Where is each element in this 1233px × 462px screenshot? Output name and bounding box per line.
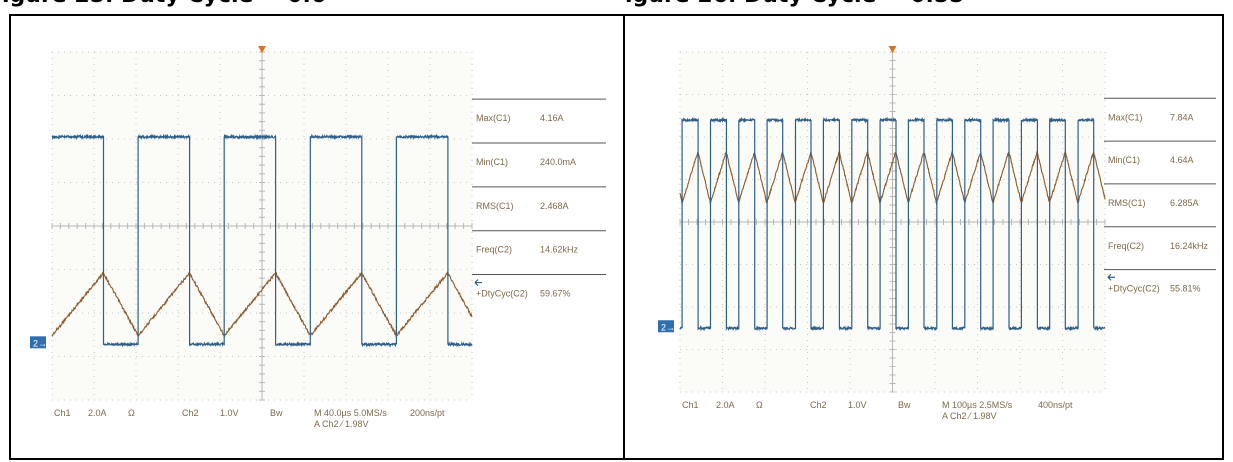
measurement-label: Max(C1)	[476, 113, 511, 123]
footer-ch2-scale: 1.0V	[848, 400, 867, 410]
figure-26-title: igure 26. Duty Cycle = 0.55	[625, 0, 964, 8]
footer-timebase: M 40.0µs 5.0MS/s	[314, 408, 387, 418]
measurement-value: 4.64A	[1170, 155, 1194, 165]
trigger-level-arrow	[474, 279, 482, 286]
ch2-ground-marker-label: 2→	[33, 338, 47, 348]
measurement-label: +DtyCyc(C2)	[1108, 284, 1160, 294]
footer-trigger: A Ch2 ⁄ 1.98V	[942, 411, 997, 421]
footer-ch2-label: Ch2	[810, 400, 827, 410]
footer-ch1-coupling: Ω	[756, 400, 763, 410]
graticule	[679, 51, 1106, 393]
footer-ch1-coupling: Ω	[128, 408, 135, 418]
trigger-position-marker	[258, 46, 266, 53]
figure-frame	[9, 14, 1224, 460]
measurement-value: 16.24kHz	[1170, 241, 1209, 251]
figure-divider	[623, 14, 625, 460]
figure-25-title: igure 25. Duty Cycle = 0.6	[2, 0, 326, 8]
trigger-level-arrow	[1107, 273, 1115, 281]
footer-ch2-scale: 1.0V	[220, 408, 239, 418]
trigger-position-marker	[888, 46, 897, 53]
ch2-ground-marker-label: 2→	[661, 322, 675, 332]
measurement-label: Freq(C2)	[476, 245, 512, 255]
footer-bw: Bw	[898, 400, 911, 410]
oscilloscope-capture-left: 2→ Max(C1) 4.16A Min(C1) 240.0mA RMS(C1) 2.468…	[30, 46, 606, 429]
footer-timebase: M 100µs 2.5MS/s	[942, 400, 1013, 410]
measurement-value: 4.16A	[540, 113, 564, 123]
measurement-label: Freq(C2)	[1108, 241, 1144, 251]
measurement-label: Min(C1)	[476, 157, 508, 167]
measurement-value: 14.62kHz	[540, 245, 579, 255]
measurement-label: +DtyCyc(C2)	[476, 289, 528, 299]
measurement-value: 6.285A	[1170, 198, 1199, 208]
ch2-voltage-trace	[51, 133, 473, 348]
graticule	[51, 51, 473, 401]
footer-resolution: 200ns/pt	[410, 408, 445, 418]
measurement-label: Max(C1)	[1108, 112, 1143, 122]
measurement-value: 2.468A	[540, 201, 569, 211]
measurement-label: RMS(C1)	[1108, 198, 1146, 208]
footer-trigger: A Ch2 ⁄ 1.98V	[314, 419, 369, 429]
measurement-value: 55.81%	[1170, 284, 1201, 294]
footer-ch1-label: Ch1	[54, 408, 71, 418]
oscilloscope-capture-right: 2→ Max(C1) 7.84A Min(C1) 4.64A RMS(C1) 6.285A F…	[658, 46, 1216, 421]
ch1-current-trace	[679, 150, 1106, 206]
ch2-ground-marker	[658, 320, 674, 333]
measurement-value: 240.0mA	[540, 157, 576, 167]
footer-ch1-label: Ch1	[682, 400, 699, 410]
footer-ch1-scale: 2.0A	[716, 400, 735, 410]
ch1-current-trace	[51, 271, 473, 339]
measurement-label: Min(C1)	[1108, 155, 1140, 165]
footer-ch2-label: Ch2	[182, 408, 199, 418]
footer-bw: Bw	[270, 408, 283, 418]
figure-26-title-text: igure 26. Duty Cycle = 0.55	[625, 0, 964, 8]
footer-resolution: 400ns/pt	[1038, 400, 1073, 410]
ch2-voltage-trace	[679, 116, 1106, 332]
measurement-label: RMS(C1)	[476, 201, 514, 211]
measurement-value: 59.67%	[540, 289, 571, 299]
footer-ch1-scale: 2.0A	[88, 408, 107, 418]
ch2-ground-marker	[30, 336, 46, 349]
figure-25-title-text: igure 25. Duty Cycle = 0.6	[2, 0, 326, 8]
measurement-value: 7.84A	[1170, 112, 1194, 122]
